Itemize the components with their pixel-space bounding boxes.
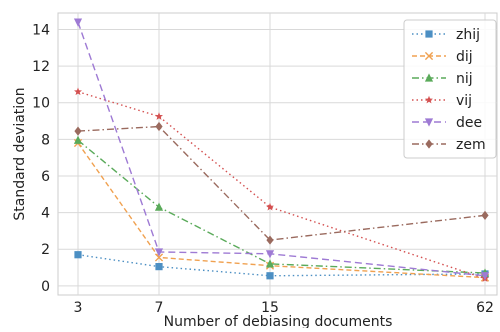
legend-marker bbox=[424, 51, 434, 61]
legend-label: dij bbox=[456, 49, 473, 65]
series-line-zhij bbox=[77, 254, 486, 277]
series-line-dee bbox=[77, 21, 486, 277]
legend-marker-stroke bbox=[424, 51, 434, 61]
legend-marker bbox=[424, 118, 434, 127]
x-tick-label: 62 bbox=[476, 300, 494, 316]
series-line-dij bbox=[77, 142, 486, 279]
y-tick-label: 12 bbox=[32, 59, 50, 75]
series-dee bbox=[73, 18, 490, 281]
legend-label: dee bbox=[456, 115, 482, 131]
legend-item-dee: dee bbox=[412, 115, 482, 131]
y-tick-label: 4 bbox=[41, 206, 50, 222]
data-point-zem bbox=[266, 235, 274, 245]
x-tick-label: 15 bbox=[261, 300, 279, 316]
legend-item-nij: nij bbox=[412, 71, 473, 87]
legend-label: nij bbox=[456, 71, 473, 87]
y-axis-label: Standard deviation bbox=[12, 87, 28, 220]
y-tick-label: 8 bbox=[41, 132, 50, 148]
series-zem bbox=[74, 121, 489, 245]
legend-item-zem: zem bbox=[412, 137, 486, 153]
data-point-vij bbox=[266, 202, 274, 211]
legend-item-vij: vij bbox=[412, 93, 472, 109]
data-point-zhij bbox=[266, 272, 274, 280]
legend-marker bbox=[425, 95, 433, 104]
series-layer bbox=[73, 18, 490, 282]
y-tick-label: 10 bbox=[32, 96, 50, 112]
data-point-dee bbox=[73, 18, 83, 27]
data-point-dee bbox=[480, 272, 490, 281]
data-point-vij bbox=[155, 112, 163, 120]
series-line-zem bbox=[77, 125, 486, 241]
data-point-nij bbox=[265, 259, 275, 268]
legend-item-dij: dij bbox=[412, 49, 473, 65]
series-line-nij bbox=[77, 139, 486, 274]
data-point-dee bbox=[154, 248, 164, 257]
y-tick-label: 14 bbox=[32, 22, 50, 38]
data-point-zem bbox=[481, 210, 489, 220]
y-tick-label: 0 bbox=[41, 279, 50, 295]
data-point-nij bbox=[73, 135, 83, 144]
tick-layer: 0 2 4 6 8 10 12 14 3 7 15 62 bbox=[32, 22, 494, 316]
data-point-zhij bbox=[74, 251, 82, 259]
x-axis-label: Number of debiasing documents bbox=[164, 314, 393, 328]
legend-label: zhij bbox=[456, 27, 480, 43]
y-tick-label: 2 bbox=[41, 242, 50, 258]
data-point-dee bbox=[265, 250, 275, 259]
data-point-vij bbox=[74, 87, 82, 96]
data-point-zem bbox=[155, 121, 163, 132]
x-tick-label: 3 bbox=[74, 300, 83, 316]
legend-label: zem bbox=[456, 137, 486, 153]
data-point-dij bbox=[154, 253, 164, 262]
legend-marker bbox=[425, 139, 433, 149]
data-point-nij bbox=[154, 202, 164, 211]
x-tick-label: 7 bbox=[155, 300, 164, 316]
legend-label: vij bbox=[456, 93, 472, 109]
legend-marker bbox=[424, 73, 434, 82]
data-point-zem bbox=[74, 126, 82, 136]
legend: zhij dij nij vij dee zem bbox=[403, 19, 497, 159]
legend-item-zhij: zhij bbox=[412, 27, 480, 43]
data-point-zhij bbox=[155, 263, 163, 271]
data-point-dij-stroke bbox=[154, 253, 164, 262]
legend-marker bbox=[425, 30, 433, 38]
y-tick-label: 6 bbox=[41, 169, 50, 185]
